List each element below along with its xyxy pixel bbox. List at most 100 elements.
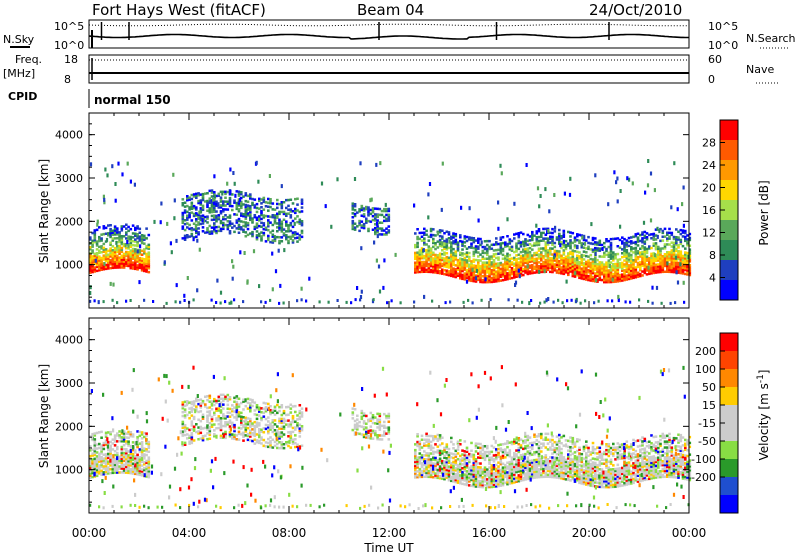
heat-cell bbox=[632, 266, 635, 270]
heat-cell bbox=[582, 264, 586, 267]
heat-cell bbox=[95, 263, 99, 267]
heat-cell bbox=[434, 462, 437, 466]
heat-cell bbox=[549, 257, 552, 260]
heat-cell bbox=[280, 406, 284, 409]
heat-cell bbox=[134, 468, 137, 472]
power-colorbar-tick-label: 8 bbox=[709, 249, 716, 262]
heat-cell bbox=[91, 454, 94, 457]
heat-cell bbox=[432, 438, 435, 442]
heat-cell bbox=[140, 263, 144, 266]
y-tick-label: 4000 bbox=[55, 129, 83, 142]
heat-cell bbox=[201, 208, 205, 211]
heat-cell bbox=[416, 237, 419, 241]
heat-cell bbox=[97, 300, 100, 305]
heat-cell bbox=[140, 431, 144, 434]
heat-cell bbox=[89, 238, 92, 241]
heat-cell bbox=[131, 255, 135, 259]
heat-cell bbox=[120, 449, 124, 453]
heat-cell bbox=[95, 269, 99, 273]
heat-cell bbox=[118, 465, 121, 468]
heat-cell bbox=[555, 261, 559, 265]
heat-cell bbox=[483, 265, 487, 268]
heat-cell bbox=[235, 416, 239, 419]
heat-cell bbox=[560, 258, 563, 261]
heat-cell bbox=[569, 256, 572, 260]
heat-cell bbox=[616, 268, 620, 271]
heat-cell bbox=[456, 458, 460, 461]
heat-cell bbox=[109, 430, 112, 434]
heat-cell bbox=[276, 212, 279, 215]
heat-cell bbox=[632, 259, 635, 262]
heat-cell bbox=[450, 467, 453, 471]
heat-cell bbox=[228, 222, 232, 225]
heat-cell bbox=[420, 256, 424, 260]
heat-cell bbox=[116, 262, 119, 265]
heat-cell bbox=[190, 232, 194, 236]
heat-cell bbox=[235, 395, 239, 398]
heat-cell bbox=[463, 453, 467, 457]
heat-cell bbox=[429, 458, 433, 461]
heat-cell bbox=[661, 270, 665, 274]
heat-cell bbox=[474, 239, 478, 242]
heat-cell bbox=[190, 433, 194, 437]
heat-cell bbox=[122, 242, 126, 246]
heat-cell bbox=[472, 279, 476, 283]
heat-cell bbox=[228, 204, 232, 208]
heat-cell bbox=[147, 450, 151, 453]
heat-cell bbox=[549, 241, 552, 244]
heat-cell bbox=[183, 400, 187, 404]
heat-cell bbox=[291, 430, 295, 434]
heat-cell bbox=[605, 263, 608, 266]
heat-cell bbox=[235, 227, 239, 230]
heat-cell bbox=[535, 269, 539, 272]
heat-cell bbox=[260, 235, 263, 238]
heat-cell bbox=[677, 257, 680, 261]
heat-cell bbox=[134, 263, 137, 267]
heat-cell bbox=[679, 260, 683, 263]
heat-cell bbox=[438, 469, 442, 472]
heat-cell bbox=[219, 393, 223, 397]
heat-cell bbox=[672, 259, 676, 262]
heat-cell bbox=[513, 262, 516, 265]
heat-cell bbox=[190, 424, 194, 427]
heat-cell bbox=[654, 234, 658, 237]
heat-cell bbox=[479, 472, 482, 475]
heat-cell bbox=[497, 268, 500, 271]
heat-cell bbox=[533, 253, 536, 257]
heat-cell bbox=[138, 262, 142, 266]
heat-cell bbox=[542, 266, 545, 270]
heat-cell bbox=[414, 464, 417, 467]
heat-cell bbox=[481, 257, 485, 260]
heat-cell bbox=[143, 250, 146, 253]
heat-cell bbox=[376, 227, 379, 230]
heat-cell bbox=[508, 246, 512, 249]
heat-cell bbox=[542, 260, 545, 264]
heat-cell bbox=[483, 263, 487, 266]
heat-cell bbox=[104, 458, 108, 462]
heat-cell bbox=[258, 219, 261, 222]
heat-cell bbox=[278, 202, 281, 206]
heat-cell bbox=[427, 458, 431, 461]
heat-cell bbox=[111, 245, 115, 248]
heat-cell bbox=[616, 237, 620, 240]
heat-cell bbox=[569, 268, 572, 271]
heat-cell bbox=[255, 160, 258, 165]
heat-cell bbox=[465, 261, 469, 264]
heat-cell bbox=[145, 442, 148, 445]
heat-cell bbox=[262, 196, 266, 200]
heat-cell bbox=[255, 404, 259, 407]
heat-cell bbox=[495, 237, 498, 240]
heat-cell bbox=[102, 300, 105, 304]
heat-cell bbox=[657, 263, 660, 266]
heat-cell bbox=[492, 259, 496, 262]
heat-cell bbox=[506, 256, 509, 259]
heat-cell bbox=[291, 415, 295, 418]
heat-cell bbox=[677, 263, 680, 267]
heat-cell bbox=[470, 265, 473, 269]
heat-cell bbox=[533, 267, 536, 270]
heat-cell bbox=[204, 215, 207, 219]
heat-cell bbox=[594, 260, 597, 264]
heat-cell bbox=[474, 459, 478, 463]
heat-cell bbox=[686, 253, 689, 257]
heat-cell bbox=[434, 474, 437, 477]
